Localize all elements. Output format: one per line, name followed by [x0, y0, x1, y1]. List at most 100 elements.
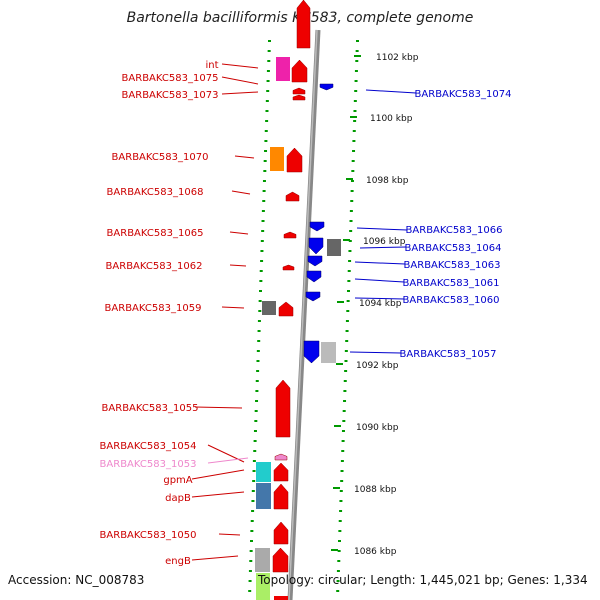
- gene-arrow: [303, 340, 320, 364]
- left-tick: [268, 40, 271, 42]
- left-tick: [253, 440, 257, 442]
- ruler-major-tick: [333, 487, 340, 489]
- leader-line: [229, 231, 249, 235]
- left-tick: [251, 490, 255, 492]
- gene-label-left: BARBAKC583_1053: [100, 459, 197, 470]
- left-tick: [248, 580, 252, 582]
- gene-arrow: [274, 453, 288, 461]
- right-tick: [351, 160, 355, 162]
- left-tick: [261, 220, 265, 222]
- right-tick: [349, 210, 353, 212]
- right-tick: [341, 430, 345, 432]
- leader-line: [207, 457, 249, 464]
- right-tick: [356, 40, 359, 42]
- leader-line: [354, 297, 405, 300]
- left-tick: [264, 140, 268, 142]
- gene-box: [274, 596, 288, 600]
- right-tick: [345, 330, 349, 332]
- gene-label-left: BARBAKC583_1075: [122, 73, 219, 84]
- ruler-label: 1092 kbp: [356, 361, 399, 371]
- right-tick: [350, 190, 354, 192]
- left-tick: [260, 260, 264, 262]
- right-tick: [344, 360, 348, 362]
- right-tick: [337, 550, 341, 552]
- gene-arrow: [273, 462, 289, 482]
- gene-label-left: BARBAKC583_1050: [100, 530, 197, 541]
- right-tick: [353, 100, 357, 102]
- left-tick: [263, 170, 267, 172]
- left-tick: [257, 330, 261, 332]
- gene-label-right: BARBAKC583_1057: [400, 349, 497, 360]
- right-tick: [340, 480, 344, 482]
- left-tick: [257, 340, 261, 342]
- left-tick: [258, 310, 262, 312]
- right-tick: [349, 230, 353, 232]
- left-tick: [264, 150, 268, 152]
- gene-box: [327, 239, 341, 256]
- gene-label-left: dapB: [165, 493, 191, 504]
- right-tick: [338, 520, 342, 522]
- right-tick: [341, 450, 345, 452]
- gene-label-right: BARBAKC583_1063: [404, 260, 501, 271]
- gene-label-left: gpmA: [163, 475, 192, 486]
- left-tick: [264, 130, 268, 132]
- right-tick: [336, 580, 340, 582]
- genome-axis-highlight: [288, 29, 318, 600]
- gene-label-left: BARBAKC583_1068: [107, 187, 204, 198]
- gene-label-left: BARBAKC583_1073: [122, 90, 219, 101]
- ruler-major-tick: [350, 116, 357, 118]
- left-tick: [259, 290, 262, 292]
- left-tick: [266, 70, 270, 72]
- left-tick: [250, 540, 253, 542]
- gene-arrow: [305, 291, 321, 302]
- gene-arrow: [307, 255, 323, 267]
- accession-text: Accession: NC_008783: [8, 573, 145, 587]
- gene-box: [256, 462, 271, 482]
- right-tick: [354, 70, 358, 72]
- right-tick: [344, 350, 348, 352]
- left-tick: [249, 550, 253, 552]
- gene-arrow: [319, 83, 334, 91]
- ruler-major-tick: [336, 363, 343, 365]
- gene-label-right: BARBAKC583_1064: [405, 243, 502, 254]
- left-tick: [259, 280, 263, 282]
- leader-line: [191, 469, 245, 480]
- left-tick: [248, 570, 252, 572]
- gene-box: [255, 548, 270, 572]
- right-tick: [351, 170, 355, 172]
- right-tick: [340, 460, 344, 462]
- gene-arrow: [309, 221, 325, 232]
- gene-arrow: [275, 379, 291, 438]
- gene-label-left: BARBAKC583_1059: [105, 303, 202, 314]
- right-tick: [355, 60, 359, 62]
- leader-line: [356, 227, 408, 231]
- ruler-major-tick: [354, 55, 361, 57]
- left-tick: [266, 90, 270, 92]
- leader-line: [349, 351, 402, 354]
- gene-label-left: BARBAKC583_1062: [106, 261, 203, 272]
- left-tick: [262, 200, 266, 202]
- right-tick: [352, 130, 356, 132]
- right-tick: [352, 150, 356, 152]
- left-tick: [251, 500, 255, 502]
- ruler-label: 1100 kbp: [370, 114, 413, 124]
- right-tick: [355, 50, 359, 52]
- left-tick: [255, 380, 259, 382]
- leader-line: [221, 63, 259, 69]
- left-tick: [260, 250, 264, 252]
- gene-label-left: BARBAKC583_1054: [100, 441, 197, 452]
- gene-label-right: BARBAKC583_1061: [403, 278, 500, 289]
- leader-line: [354, 278, 405, 283]
- ruler-label: 1090 kbp: [356, 423, 399, 433]
- ruler-major-tick: [331, 549, 338, 551]
- leader-line: [218, 533, 241, 536]
- right-tick: [344, 370, 348, 372]
- gene-arrow: [272, 547, 289, 573]
- right-tick: [338, 530, 342, 532]
- leader-line: [359, 246, 407, 249]
- gene-box: [276, 57, 290, 81]
- left-tick: [250, 530, 254, 532]
- leader-line: [194, 406, 243, 409]
- gene-label-left: BARBAKC583_1065: [107, 228, 204, 239]
- right-tick: [342, 410, 346, 412]
